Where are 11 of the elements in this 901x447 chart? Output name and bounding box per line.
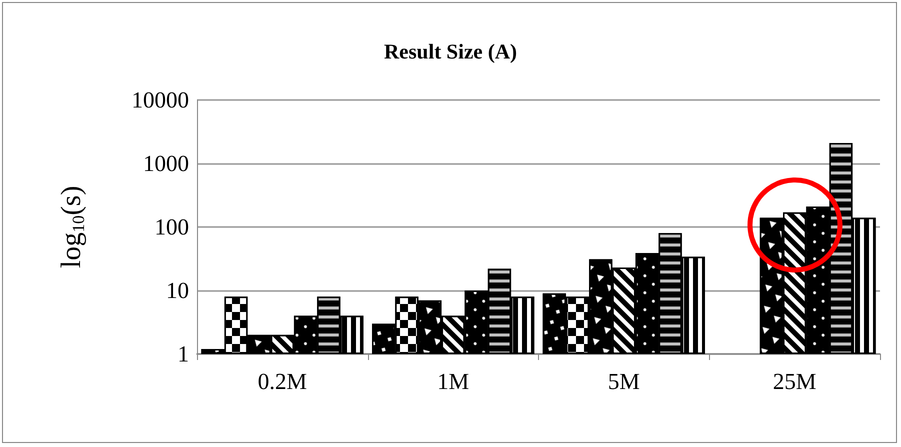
y-tick-label: 10 [166, 278, 189, 303]
x-tick-label: 1M [437, 369, 470, 394]
y-tick-label: 10000 [132, 88, 189, 112]
y-tick-label: 1 [178, 342, 189, 366]
x-tick-label: 25M [772, 369, 816, 394]
x-tick-label: 5M [608, 369, 640, 394]
y-tick-label: 100 [154, 214, 189, 240]
y-axis-title: log10(s) [56, 186, 88, 268]
chart-title: Result Size (A) [384, 40, 517, 64]
y-tick-label: 1000 [143, 151, 189, 176]
x-tick-label: 0.2M [258, 369, 307, 394]
